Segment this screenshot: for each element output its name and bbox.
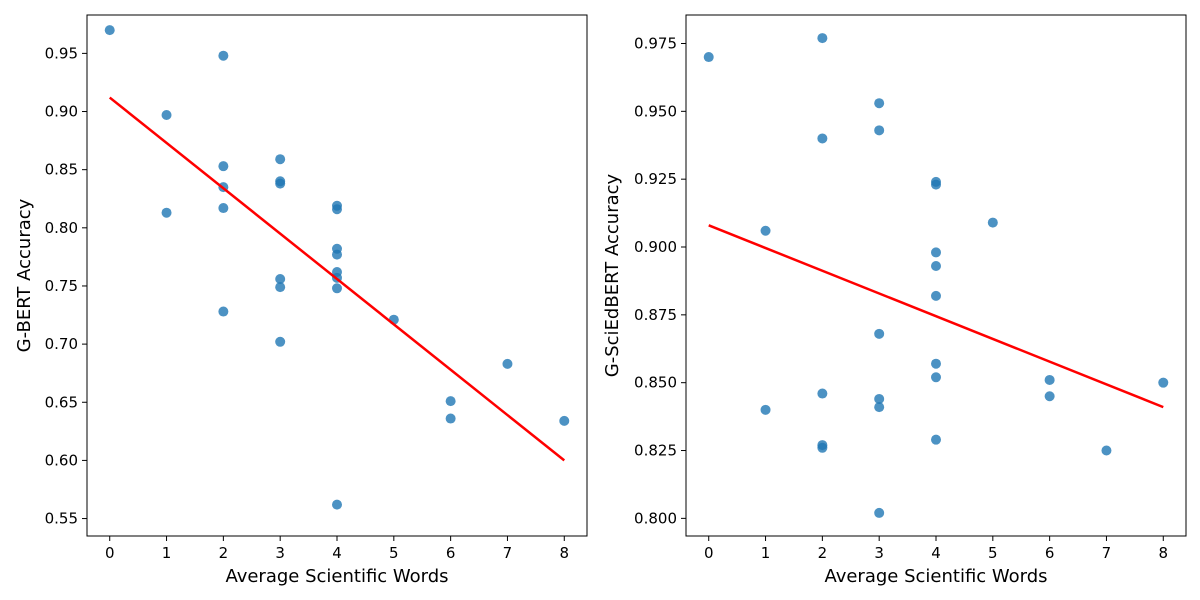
right-y-tick-label: 0.925 (634, 170, 677, 188)
left-x-tick-label: 7 (503, 544, 513, 562)
right-data-point (1101, 445, 1112, 456)
left-x-tick-label: 5 (389, 544, 399, 562)
right-x-axis-title: Average Scientific Words (824, 566, 1047, 587)
right-data-point (874, 507, 885, 518)
right-x-tick-label: 3 (874, 544, 884, 562)
right-y-tick-label: 0.800 (634, 509, 677, 527)
left-data-point (275, 154, 286, 165)
right-data-point (931, 434, 941, 445)
right-data-point (931, 290, 941, 301)
right-y-tick-label: 0.875 (634, 306, 677, 324)
left-x-tick-label: 1 (162, 544, 172, 562)
left-y-tick-label: 0.60 (45, 451, 78, 469)
right-data-point (703, 52, 714, 63)
right-x-tick-label: 1 (761, 544, 771, 562)
left-data-point (275, 178, 286, 189)
left-y-tick-label: 0.80 (45, 219, 78, 237)
left-data-point (445, 396, 456, 407)
left-x-tick-label: 4 (332, 544, 342, 562)
left-y-tick-label: 0.85 (45, 161, 78, 179)
left-data-point (559, 415, 570, 426)
right-points (703, 33, 1169, 518)
right-data-point (874, 125, 885, 136)
left-data-point (275, 273, 286, 284)
right-data-point (817, 388, 828, 399)
right-data-point (931, 372, 941, 383)
right-chart-panel: 0 1 2 3 4 5 6 7 8 0.800 0.825 0.850 0.875 0.900 0.925 0… (602, 14, 1187, 587)
left-data-point (161, 207, 172, 218)
right-data-point (874, 98, 885, 109)
left-x-tick-label: 6 (446, 544, 456, 562)
left-trend-line (108, 96, 566, 462)
right-data-point (874, 393, 885, 404)
right-data-point (817, 442, 828, 453)
left-y-tick-label: 0.55 (45, 510, 78, 528)
right-data-point (760, 404, 771, 415)
right-axes-frame (685, 14, 1187, 537)
right-x-tick-label: 2 (818, 544, 828, 562)
left-data-point (332, 249, 342, 260)
right-x-tick-label: 0 (704, 544, 714, 562)
right-data-point (931, 247, 941, 258)
right-y-tick-label: 0.950 (634, 102, 677, 120)
left-x-tick-label: 3 (275, 544, 285, 562)
left-data-point (218, 161, 229, 172)
right-y-axis-title: G-SciEdBERT Accuracy (602, 173, 623, 377)
left-data-point (218, 50, 229, 61)
left-data-point (275, 282, 286, 293)
left-y-tick-label: 0.75 (45, 277, 78, 295)
right-x-tick-label: 5 (988, 544, 998, 562)
left-data-point (332, 283, 342, 294)
right-x-tick-label: 6 (1045, 544, 1055, 562)
left-x-axis-title: Average Scientific Words (225, 566, 448, 587)
right-data-point (931, 261, 941, 272)
right-data-point (817, 133, 828, 144)
right-data-point (1044, 391, 1055, 402)
left-y-tick-label: 0.90 (45, 103, 78, 121)
right-data-point (874, 328, 885, 339)
left-points (104, 25, 570, 510)
left-data-point (104, 25, 115, 36)
left-data-point (218, 306, 229, 317)
left-y-tick-label: 0.65 (45, 393, 78, 411)
right-x-tick-label: 7 (1102, 544, 1112, 562)
right-data-point (987, 217, 998, 228)
left-data-point (332, 499, 342, 510)
left-y-axis-title: G-BERT Accuracy (14, 198, 35, 352)
left-data-point (218, 203, 229, 214)
left-data-point (161, 110, 172, 121)
left-y-tick-label: 0.70 (45, 335, 78, 353)
right-y-tick-label: 0.975 (634, 34, 677, 52)
left-x-tick-label: 2 (219, 544, 229, 562)
right-data-point (874, 402, 885, 413)
left-chart-panel: 0 1 2 3 4 5 6 7 8 0.55 0.60 0.65 0.70 0.75 0.80 0.85 0.9… (14, 14, 588, 587)
right-x-tick-label: 4 (931, 544, 941, 562)
right-data-point (931, 358, 941, 369)
right-data-point (1158, 377, 1169, 388)
right-y-tick-label: 0.900 (634, 238, 677, 256)
right-data-point (817, 33, 828, 44)
right-data-point (931, 179, 941, 190)
right-x-tick-label: 8 (1158, 544, 1168, 562)
left-x-tick-label: 8 (559, 544, 569, 562)
right-y-tick-label: 0.850 (634, 374, 677, 392)
left-x-tick-label: 0 (105, 544, 115, 562)
left-data-point (275, 336, 286, 347)
right-y-tick-label: 0.825 (634, 442, 677, 460)
right-trend-line (708, 224, 1164, 409)
left-data-point (502, 358, 513, 369)
left-data-point (445, 413, 456, 424)
left-data-point (332, 204, 342, 215)
right-data-point (760, 225, 771, 236)
left-y-tick-label: 0.95 (45, 44, 78, 62)
right-data-point (1044, 374, 1055, 385)
